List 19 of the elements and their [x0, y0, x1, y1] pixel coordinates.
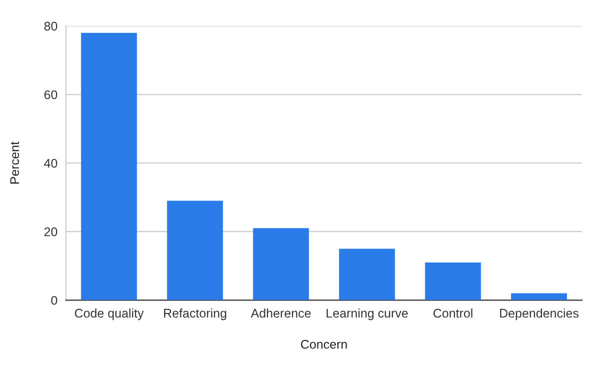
x-axis-title: Concern — [301, 340, 347, 349]
x-tick-label: Adherence — [250, 308, 311, 318]
x-tick-label: Code quality — [74, 308, 144, 320]
y-tick-label: 20 — [44, 227, 58, 236]
bar — [511, 293, 567, 300]
y-tick-label: 60 — [44, 90, 58, 100]
y-axis-title: Percent — [10, 142, 20, 184]
x-tick-label: Refactoring — [164, 308, 226, 320]
bar — [253, 228, 309, 300]
bar — [425, 262, 481, 300]
bar — [81, 32, 137, 300]
bar — [339, 248, 395, 300]
x-tick-label: Control — [433, 308, 472, 318]
y-tick-label: 40 — [44, 158, 58, 168]
x-tick-label: Learning curve — [326, 308, 408, 320]
x-tick-label: Dependencies — [500, 308, 579, 320]
y-tick-label: 80 — [44, 22, 58, 31]
bar — [167, 200, 223, 300]
y-tick-label: 0 — [51, 296, 58, 305]
